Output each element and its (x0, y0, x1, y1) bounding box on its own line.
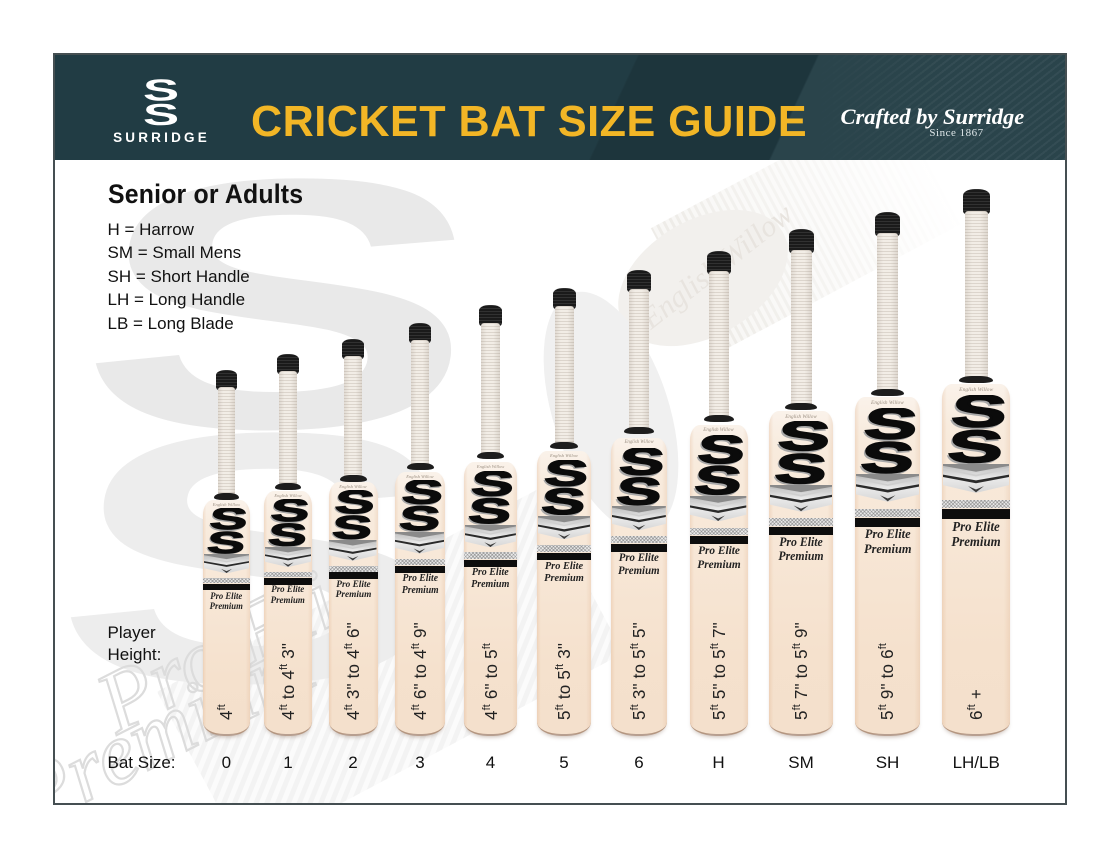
svg-text:S: S (540, 483, 586, 517)
svg-text:S: S (540, 482, 587, 518)
svg-text:S: S (615, 471, 662, 507)
svg-text:S: S (331, 510, 374, 541)
svg-text:S: S (267, 517, 309, 548)
svg-text:S: S (948, 395, 1006, 439)
svg-text:S: S (543, 460, 588, 494)
svg-text:S: S (334, 490, 375, 520)
svg-text:S: S (469, 471, 514, 505)
svg-text:S: S (399, 480, 442, 513)
svg-text:S: S (773, 448, 827, 487)
svg-text:S: S (946, 424, 1004, 466)
svg-text:S: S (331, 511, 373, 541)
svg-text:S: S (144, 97, 178, 126)
svg-text:S: S (693, 458, 744, 497)
svg-text:S: S (398, 502, 441, 534)
svg-text:S: S (467, 493, 512, 526)
svg-text:S: S (541, 460, 587, 495)
svg-text:S: S (693, 460, 742, 497)
svg-text:S: S (694, 435, 744, 474)
svg-text:S: S (332, 490, 374, 522)
svg-text:S: S (696, 435, 744, 472)
svg-text:S: S (862, 408, 916, 448)
svg-text:S: S (617, 448, 663, 483)
svg-text:S: S (206, 525, 247, 555)
svg-text:S: S (615, 470, 664, 508)
svg-text:S: S (206, 526, 246, 555)
svg-text:S: S (144, 79, 178, 107)
svg-text:S: S (207, 508, 247, 537)
svg-text:S: S (470, 471, 514, 503)
svg-text:S: S (400, 480, 442, 511)
svg-text:S: S (270, 499, 309, 528)
svg-text:S: S (950, 395, 1006, 437)
svg-text:S: S (859, 435, 915, 476)
svg-text:S: S (398, 500, 442, 533)
svg-text:S: S (946, 422, 1005, 466)
svg-text:S: S (616, 448, 664, 485)
svg-text:S: S (859, 433, 916, 476)
svg-text:S: S (268, 499, 309, 529)
svg-text:S: S (267, 518, 307, 548)
svg-text:S: S (467, 491, 513, 525)
svg-text:S: S (774, 421, 829, 461)
svg-text:S: S (776, 421, 829, 460)
svg-text:S: S (860, 408, 916, 450)
svg-text:S: S (773, 446, 829, 486)
svg-text:S: S (208, 508, 247, 536)
